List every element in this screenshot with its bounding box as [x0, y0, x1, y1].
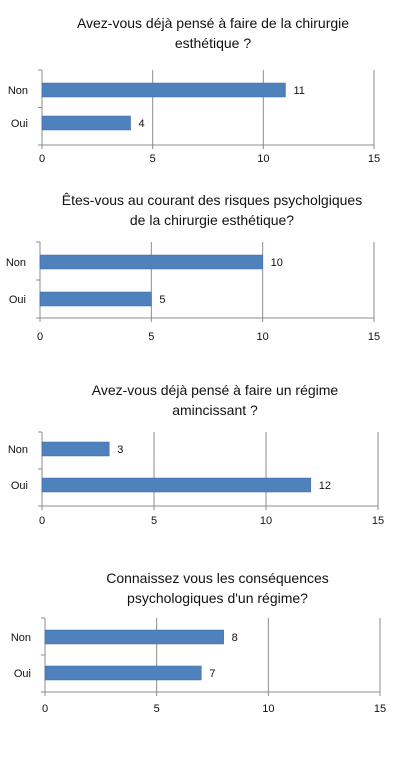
bar: [39, 291, 152, 307]
x-tick-label: 5: [151, 515, 157, 527]
category-label: Oui: [11, 480, 28, 492]
bar: [41, 477, 312, 493]
data-label: 4: [139, 118, 145, 130]
chart-title-line: psychologiques d'un régime?: [127, 590, 308, 606]
chart-title-line: Avez-vous déjà pensé à faire un régime: [92, 382, 339, 398]
x-tick-label: 0: [39, 153, 45, 165]
bar: [44, 629, 224, 645]
bar: [41, 115, 131, 131]
data-label: 5: [159, 294, 165, 306]
data-label: 11: [293, 85, 304, 97]
x-tick-label: 15: [372, 515, 384, 527]
x-tick-label: 0: [37, 331, 43, 343]
data-label: 12: [319, 480, 331, 492]
x-tick-label: 0: [42, 703, 48, 715]
chart-regime-pense: Avez-vous déjà pensé à faire un régime am…: [0, 375, 402, 550]
data-label: 10: [271, 257, 283, 269]
data-label: 7: [209, 668, 215, 680]
category-label: Non: [8, 444, 28, 456]
x-tick-label: 10: [262, 703, 274, 715]
x-tick-label: 15: [368, 331, 380, 343]
x-tick-label: 15: [374, 703, 386, 715]
chart-svg: Avez-vous déjà pensé à faire de la chiru…: [8, 15, 380, 165]
chart-title-line: esthétique ?: [175, 35, 251, 51]
data-label: 3: [117, 444, 123, 456]
chart-svg: Êtes-vous au courant des risques psychol…: [6, 192, 380, 343]
x-tick-label: 10: [260, 515, 272, 527]
bar: [44, 665, 202, 681]
bar: [41, 82, 286, 98]
category-label: Non: [6, 257, 26, 269]
x-tick-label: 5: [150, 153, 156, 165]
chart-chirurgie-pense: Avez-vous déjà pensé à faire de la chiru…: [0, 0, 402, 175]
chart-svg: Avez-vous déjà pensé à faire un régime am…: [8, 382, 384, 527]
x-tick-label: 10: [257, 331, 269, 343]
chart-title-line: Avez-vous déjà pensé à faire de la chiru…: [77, 15, 349, 31]
data-label: 8: [232, 632, 238, 644]
category-label: Non: [8, 85, 28, 97]
chart-risques-chirurgie: Êtes-vous au courant des risques psychol…: [0, 185, 402, 360]
chart-title-line: Êtes-vous au courant des risques psychol…: [62, 192, 362, 208]
bar: [41, 441, 110, 457]
category-label: Oui: [9, 294, 26, 306]
chart-svg: Connaissez vous les conséquences psycholo…: [11, 570, 386, 715]
chart-consequences-regime: Connaissez vous les conséquences psycholo…: [0, 565, 402, 745]
category-label: Non: [11, 632, 31, 644]
x-tick-label: 15: [368, 153, 380, 165]
bar: [39, 254, 263, 270]
x-tick-label: 0: [39, 515, 45, 527]
chart-title-line: amincissant ?: [172, 402, 258, 418]
x-tick-label: 5: [148, 331, 154, 343]
category-label: Oui: [11, 118, 28, 130]
x-tick-label: 5: [154, 703, 160, 715]
chart-title-line: de la chirurgie esthétique?: [130, 212, 294, 228]
x-tick-label: 10: [257, 153, 269, 165]
category-label: Oui: [14, 668, 31, 680]
chart-title-line: Connaissez vous les conséquences: [106, 570, 329, 586]
